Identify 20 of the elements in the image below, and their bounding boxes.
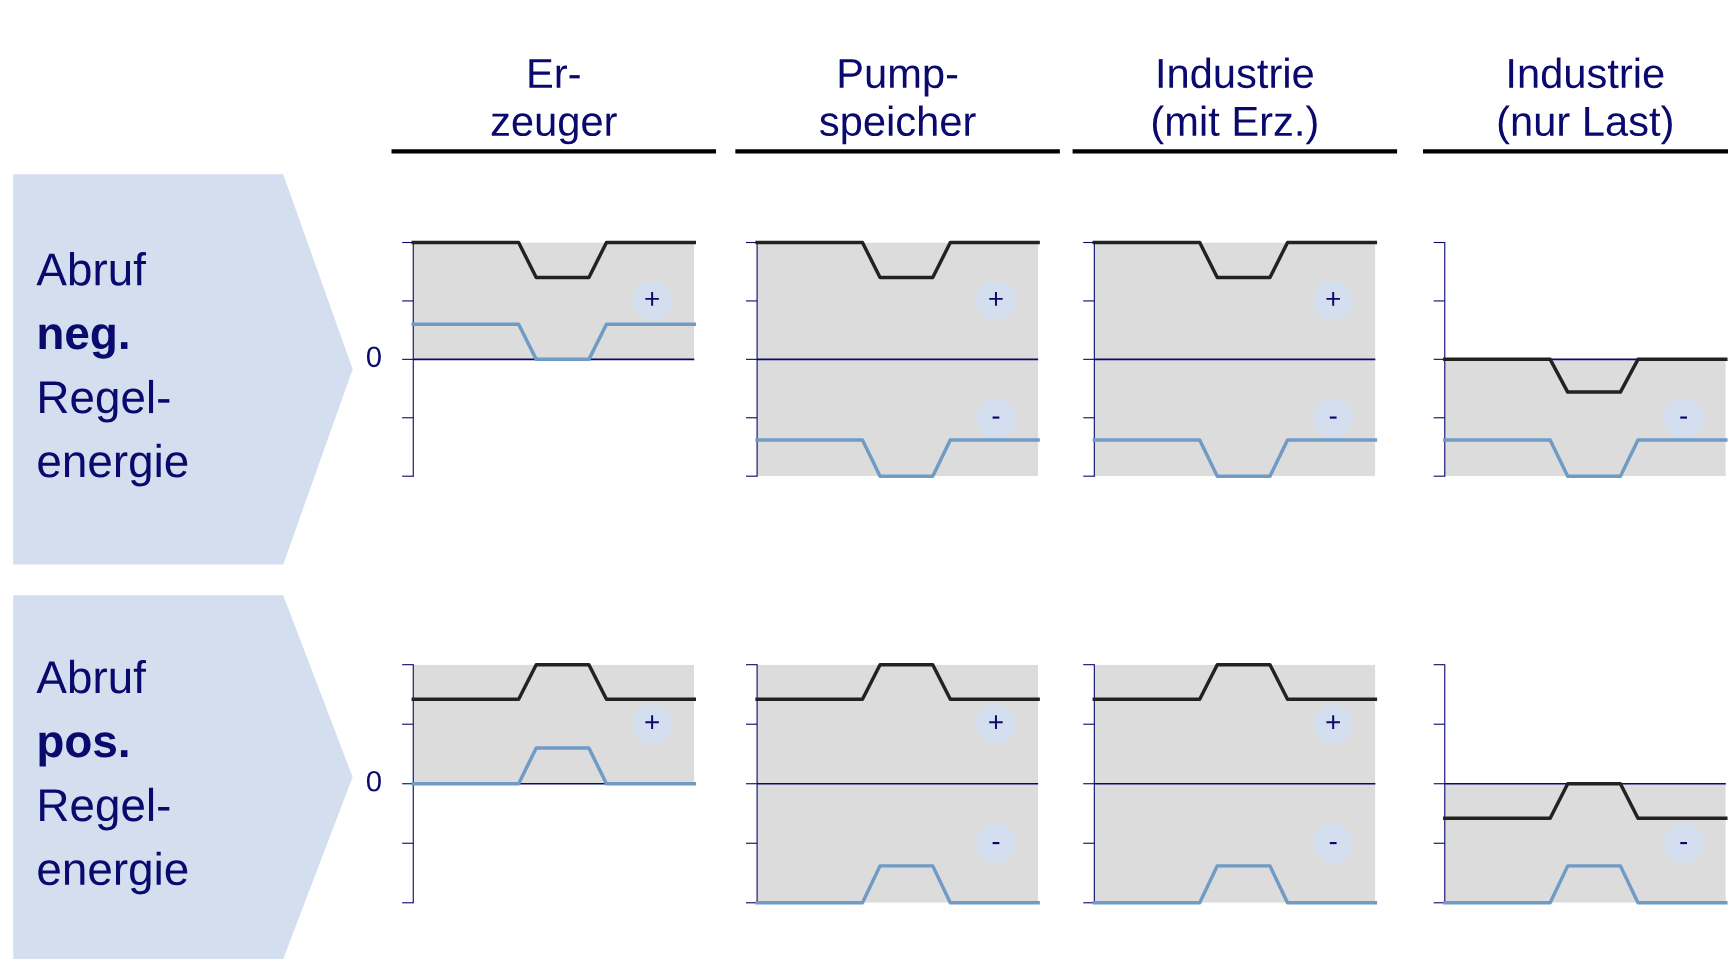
chart-title: Pump- speicher	[820, 59, 976, 145]
chart-title: Industrie (mit Erz.)	[1152, 57, 1317, 145]
text: Abruf pos. Regel- energie	[36, 659, 188, 895]
chart-title: Industrie (nur Last)	[1498, 57, 1672, 145]
band-label: -	[1680, 416, 1688, 419]
band-label: -	[1329, 416, 1337, 419]
band-label: -	[992, 416, 1000, 419]
band-label: +	[645, 292, 659, 306]
text: Abruf neg. Regel- energie	[36, 252, 188, 487]
chart-title: Er- zeuger	[491, 59, 617, 145]
band-label: -	[1329, 841, 1337, 845]
text: 0	[366, 770, 381, 792]
band-label: +	[645, 715, 659, 729]
text: 0	[366, 346, 381, 368]
band-label: -	[1680, 841, 1688, 845]
band-label: +	[989, 292, 1003, 306]
band-label: +	[1326, 715, 1340, 729]
band-label: +	[989, 715, 1003, 729]
band-label: -	[992, 841, 1000, 845]
band-label: +	[1326, 292, 1340, 306]
